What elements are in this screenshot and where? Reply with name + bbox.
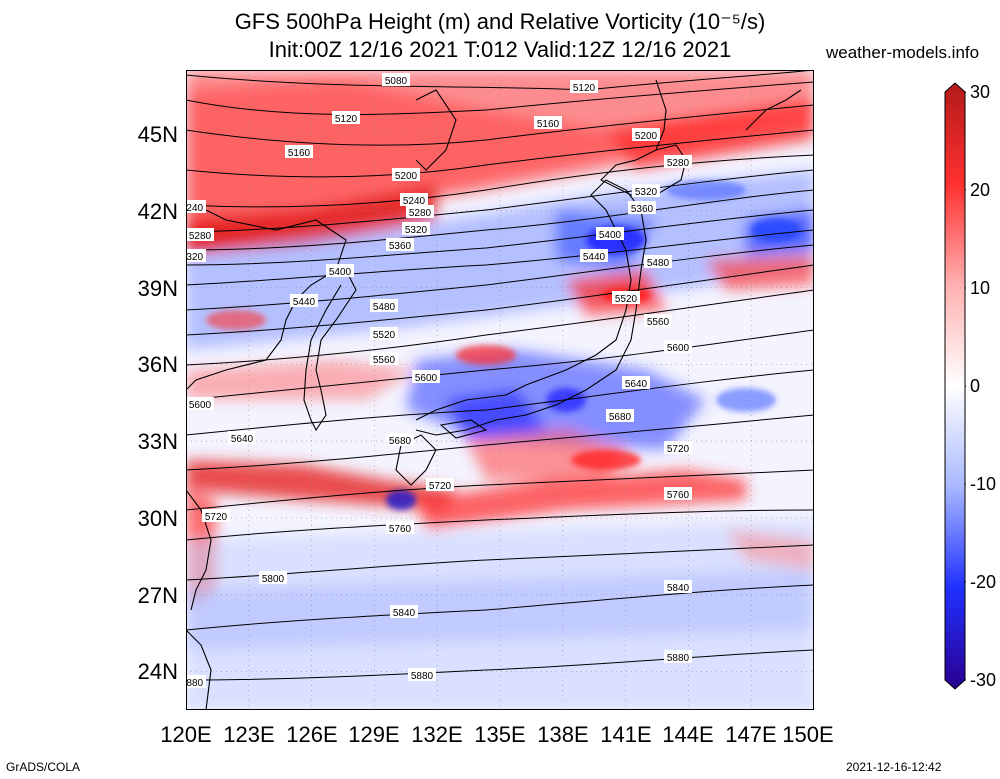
contour-label: 5160	[537, 119, 560, 130]
lat-label-45n: 45N	[137, 122, 178, 147]
contour-label: 5880	[411, 671, 434, 682]
lon-label-141e: 141E	[600, 722, 652, 747]
lon-label-150e: 150E	[782, 722, 834, 747]
contour-label: 5520	[615, 294, 638, 305]
contour-label: 5400	[599, 230, 622, 241]
contour-label: 5560	[647, 317, 670, 328]
contour-label: 5200	[635, 131, 658, 142]
lon-label-126e: 126E	[286, 722, 338, 747]
lat-label-36n: 36N	[137, 352, 178, 377]
contour-label: 5640	[231, 434, 254, 445]
contour-label: 5720	[429, 481, 452, 492]
lon-label-138e: 138E	[537, 722, 589, 747]
footer-timestamp: 2021-12-16-12:42	[846, 760, 942, 774]
contour-label: 5600	[667, 343, 690, 354]
colorbar-label-0: 0	[970, 376, 981, 396]
contour-label: 5560	[373, 355, 396, 366]
contour-label: 5320	[405, 225, 428, 236]
lon-label-132e: 132E	[411, 722, 463, 747]
colorbar-label-20: 20	[970, 180, 991, 200]
contour-label: 5440	[293, 297, 316, 308]
contour-label: 5240	[186, 203, 204, 214]
colorbar-label-neg30: -30	[970, 670, 997, 690]
vorticity-map: 5080 5120 5120 5160 5160 5200 5200 5240 …	[186, 70, 814, 710]
colorbar-label-10: 10	[970, 278, 991, 298]
map-title-line2: Init:00Z 12/16 2021 T:012 Valid:12Z 12/1…	[268, 37, 732, 62]
lat-label-39n: 39N	[137, 276, 178, 301]
graticule	[186, 70, 814, 710]
map-frame	[186, 70, 814, 710]
contour-label: 5120	[573, 83, 596, 94]
contour-label: 5720	[205, 512, 228, 523]
contour-label: 5360	[389, 241, 412, 252]
footer-software-label: GrADS/COLA	[6, 760, 81, 774]
lon-label-129e: 129E	[348, 722, 400, 747]
contour-label: 5880	[667, 653, 690, 664]
contour-label: 5160	[288, 148, 311, 159]
contour-label: 5480	[647, 258, 670, 269]
contour-label: 5320	[635, 187, 658, 198]
contour-label: 5600	[189, 400, 212, 411]
lat-label-27n: 27N	[137, 583, 178, 608]
lat-label-30n: 30N	[137, 506, 178, 531]
contour-label: 5640	[625, 379, 648, 390]
contour-label: 5280	[189, 231, 212, 242]
lon-label-123e: 123E	[223, 722, 275, 747]
lon-label-135e: 135E	[474, 722, 526, 747]
lon-label-147e: 147E	[725, 722, 777, 747]
contour-label: 5080	[385, 76, 408, 87]
contour-label: 5400	[329, 267, 352, 278]
contour-label: 5880	[186, 678, 204, 689]
lon-label-120e: 120E	[160, 722, 212, 747]
contour-label: 5280	[667, 158, 690, 169]
lon-label-144e: 144E	[662, 722, 714, 747]
height-contours	[186, 70, 814, 681]
contour-label: 5320	[186, 252, 204, 263]
source-site-label: weather-models.info	[826, 43, 980, 62]
contour-label: 5480	[373, 302, 396, 313]
contour-label: 5840	[393, 608, 416, 619]
contour-label: 5680	[609, 412, 632, 423]
contour-label: 5120	[335, 114, 358, 125]
contour-label: 5520	[373, 330, 396, 341]
contour-label: 5760	[667, 490, 690, 501]
colorbar	[944, 82, 966, 690]
contour-label: 5360	[631, 204, 654, 215]
lat-label-33n: 33N	[137, 429, 178, 454]
contour-label: 5760	[389, 524, 412, 535]
contour-label: 5840	[667, 583, 690, 594]
lat-label-24n: 24N	[137, 659, 178, 684]
contour-label: 5800	[262, 574, 285, 585]
colorbar-label-neg20: -20	[970, 572, 997, 592]
contour-label-group: 5080 5120 5120 5160 5160 5200 5200 5240 …	[186, 73, 692, 689]
contour-label: 5680	[389, 436, 412, 447]
contour-label: 5200	[395, 171, 418, 182]
map-title-line1: GFS 500hPa Height (m) and Relative Vorti…	[234, 9, 766, 34]
contour-label: 5280	[409, 208, 432, 219]
contour-label: 5600	[415, 373, 438, 384]
colorbar-label-neg10: -10	[970, 474, 997, 494]
contour-label: 5240	[403, 196, 426, 207]
contour-label: 5720	[667, 444, 690, 455]
colorbar-label-30: 30	[970, 82, 991, 102]
contour-label: 5440	[583, 252, 606, 263]
lat-label-42n: 42N	[137, 199, 178, 224]
